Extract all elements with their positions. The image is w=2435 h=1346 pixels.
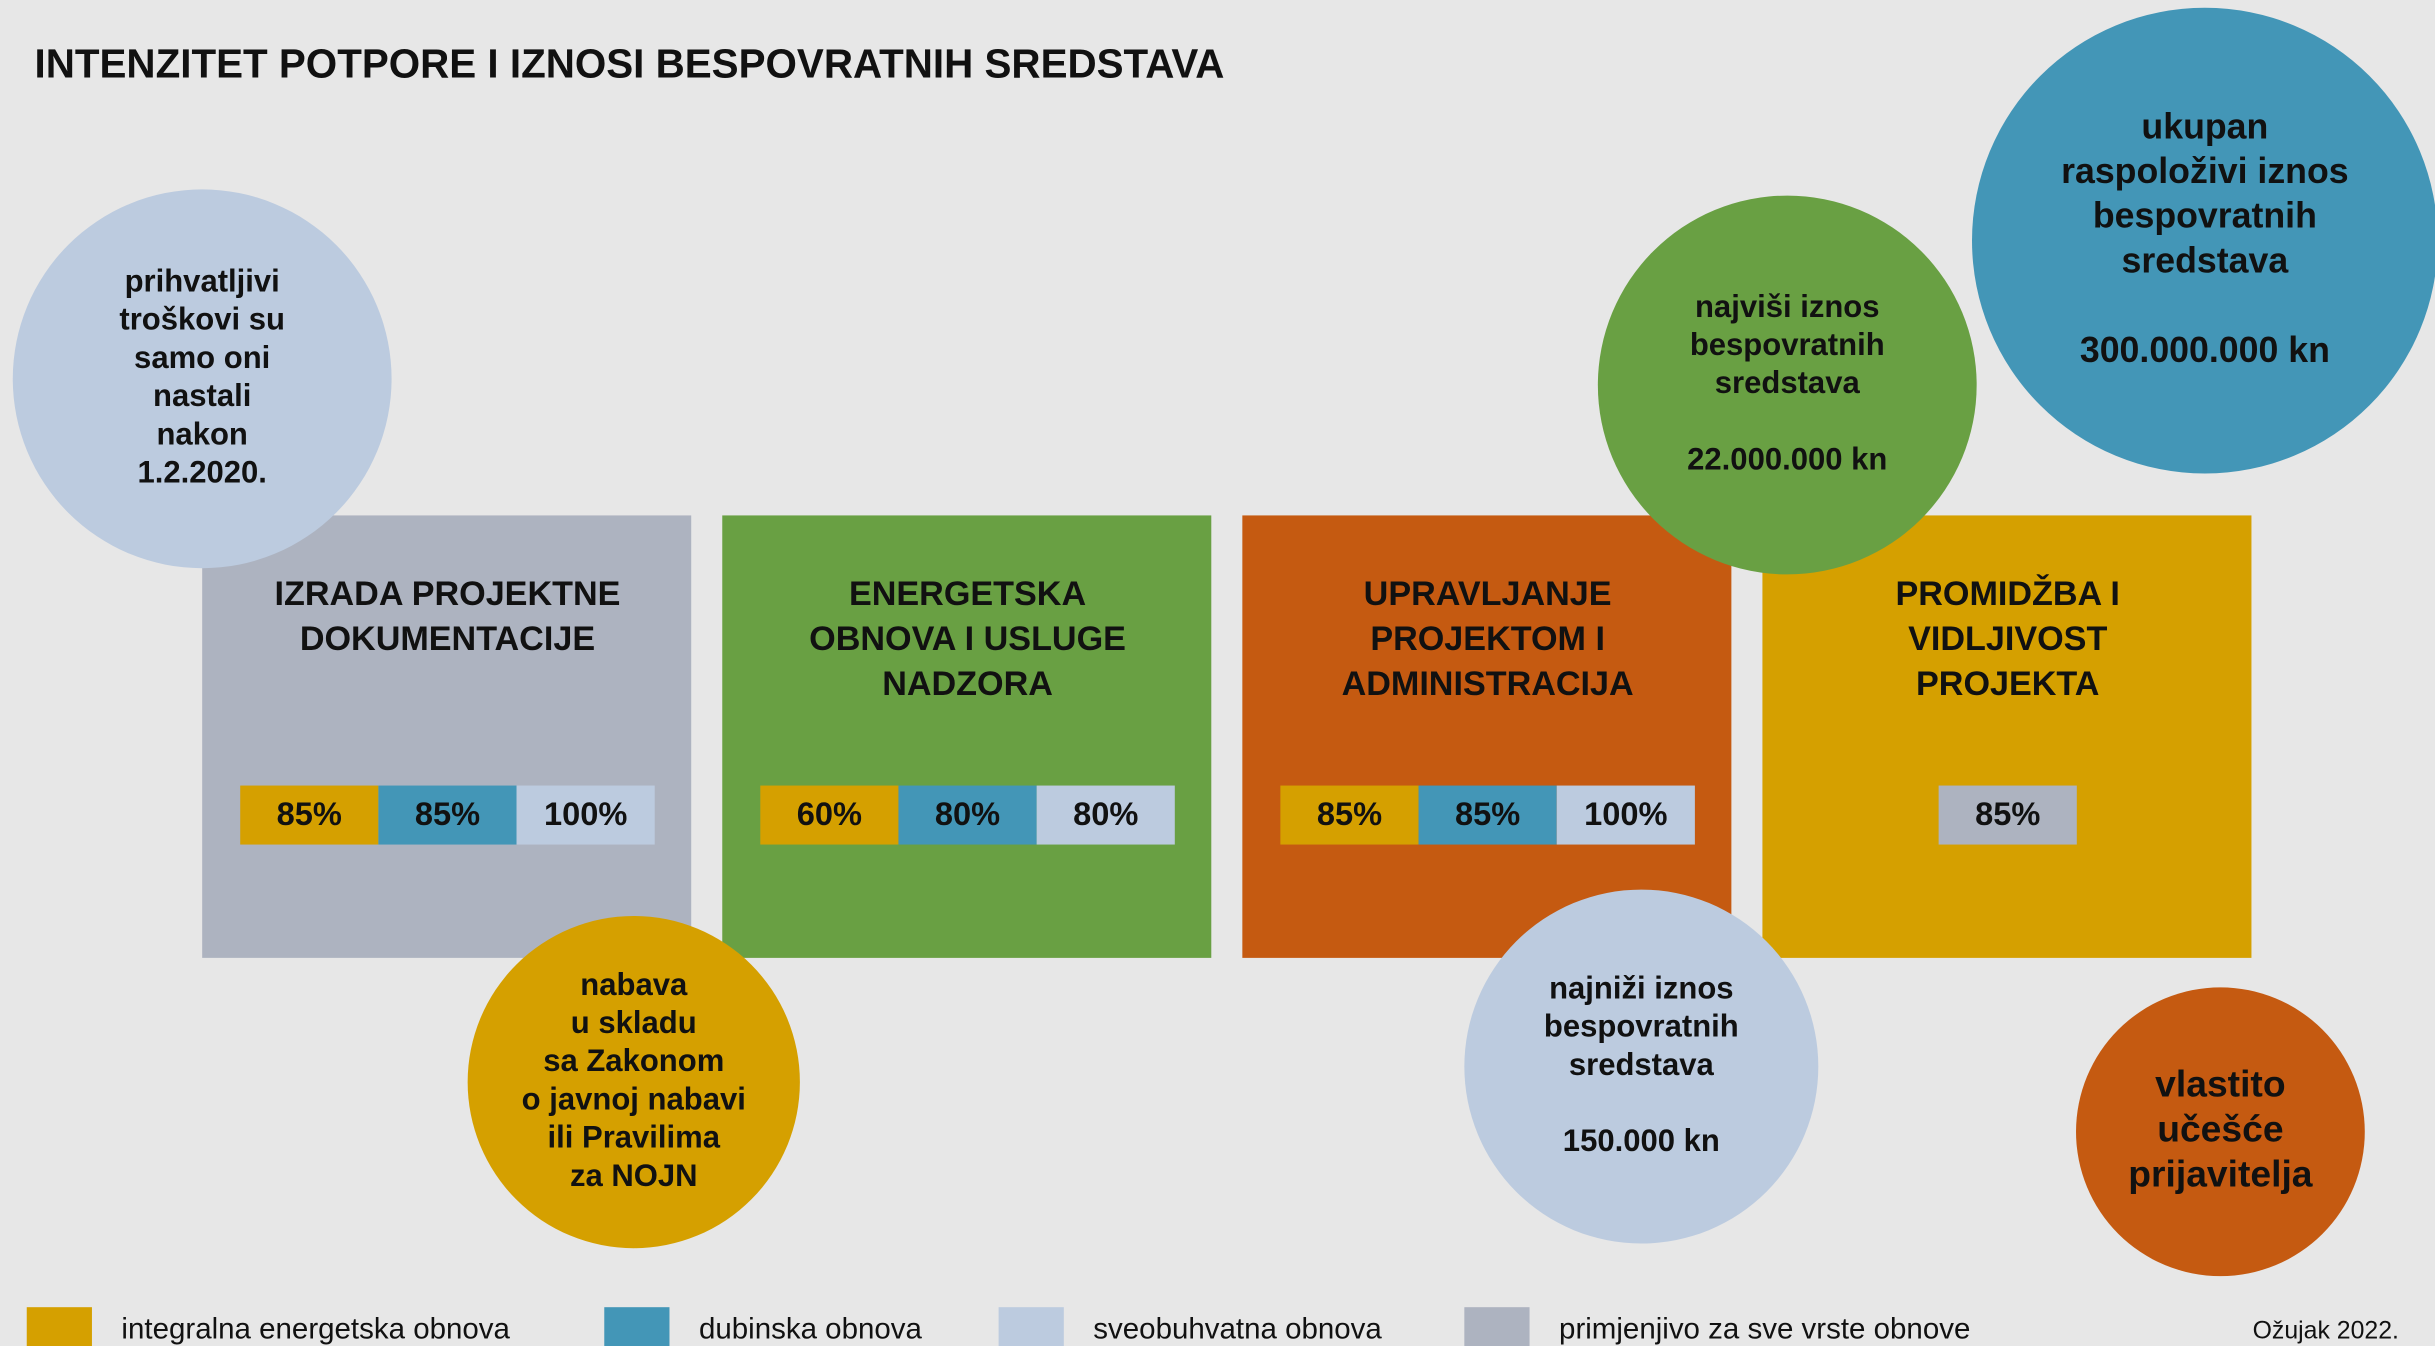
box-title: VIDLJIVOST (1908, 620, 2107, 658)
percent-cell (1036, 785, 1175, 845)
info-circle (1972, 7, 2435, 474)
circle-text: vlastito (2155, 1063, 2285, 1105)
title: INTENZITET POTPORE I IZNOSI BESPOVRATNIH… (35, 40, 1225, 86)
percent-label: 85% (415, 795, 480, 832)
box-title: UPRAVLJANJE (1364, 575, 1612, 613)
legend-swatch (998, 1307, 1064, 1346)
circle-text: nastali (153, 378, 251, 413)
percent-cell (516, 785, 655, 845)
circle-text: bespovratnih (2093, 196, 2317, 236)
percent-cell (760, 785, 899, 845)
legend-label: primjenjivo za sve vrste obnove (1559, 1312, 1970, 1345)
circle-text: sredstava (1569, 1047, 1715, 1082)
percent-cell (1556, 785, 1695, 845)
percent-label: 80% (935, 795, 1000, 832)
circle-text: sredstava (2122, 240, 2290, 280)
legend-swatch (604, 1307, 670, 1346)
circle-text: u skladu (571, 1005, 697, 1040)
legend-label: dubinska obnova (699, 1312, 923, 1345)
legend-swatch (1464, 1307, 1530, 1346)
percent-label: 85% (1975, 795, 2040, 832)
circle-text: ili Pravilima (548, 1120, 721, 1155)
percent-label: 85% (277, 795, 342, 832)
category-box (722, 515, 1212, 958)
percent-label: 100% (544, 795, 627, 832)
box-title: ADMINISTRACIJA (1342, 665, 1634, 703)
box-title: PROJEKTA (1916, 665, 2099, 703)
percent-cell (1280, 785, 1419, 845)
circle-text: troškovi su (119, 302, 285, 337)
legend-label: sveobuhvatna obnova (1093, 1312, 1382, 1345)
percent-cell (898, 785, 1037, 845)
percent-label: 80% (1073, 795, 1138, 832)
circle-text: 1.2.2020. (137, 454, 266, 489)
percent-cell (1418, 785, 1557, 845)
percent-label: 85% (1317, 795, 1382, 832)
percent-label: 85% (1455, 795, 1520, 832)
circle-text: prijavitelja (2128, 1153, 2313, 1195)
circle-text: o javnoj nabavi (522, 1081, 746, 1116)
circle-text: raspoloživi iznos (2061, 151, 2349, 191)
percent-cell (378, 785, 517, 845)
legend-label: integralna energetska obnova (121, 1312, 510, 1345)
circle-text: bespovratnih (1690, 327, 1885, 362)
circle-text: sa Zakonom (543, 1043, 724, 1078)
category-box (202, 515, 692, 958)
box-title: ENERGETSKA (849, 575, 1086, 613)
box-title: PROMIDŽBA I (1895, 573, 2119, 613)
info-circle (467, 915, 800, 1249)
info-circle (2076, 987, 2365, 1277)
box-title: PROJEKTOM I (1370, 620, 1605, 658)
circle-amount: 300.000.000 kn (2080, 330, 2330, 370)
percent-cell (240, 785, 379, 845)
info-circle (1597, 195, 1977, 575)
info-circle (1464, 889, 1819, 1244)
date: Ožujak 2022. (2253, 1318, 2399, 1345)
circle-amount: 22.000.000 kn (1687, 442, 1887, 477)
circle-text: bespovratnih (1544, 1009, 1739, 1044)
percent-label: 60% (797, 795, 862, 832)
circle-text: najniži iznos (1549, 970, 1733, 1005)
circle-text: učešće (2157, 1108, 2283, 1150)
circle-text: sredstava (1715, 365, 1861, 400)
percent-label: 100% (1584, 795, 1667, 832)
circle-text: nakon (156, 416, 247, 451)
box-title: NADZORA (882, 665, 1053, 703)
box-title: DOKUMENTACIJE (300, 620, 595, 658)
circle-text: najviši iznos (1695, 289, 1880, 324)
circle-text: za NOJN (570, 1158, 698, 1193)
category-box (1762, 515, 2252, 958)
percent-cell (1938, 785, 2077, 845)
category-box (1242, 515, 1732, 958)
circle-text: prihvatljivi (125, 264, 280, 299)
legend-swatch (26, 1307, 92, 1346)
circle-amount: 150.000 kn (1563, 1123, 1720, 1158)
info-circle (12, 189, 392, 569)
box-title: OBNOVA I USLUGE (809, 620, 1126, 658)
circle-text: ukupan (2141, 106, 2268, 146)
circle-text: nabava (580, 967, 688, 1002)
box-title: IZRADA PROJEKTNE (275, 575, 621, 613)
circle-text: samo oni (134, 340, 270, 375)
